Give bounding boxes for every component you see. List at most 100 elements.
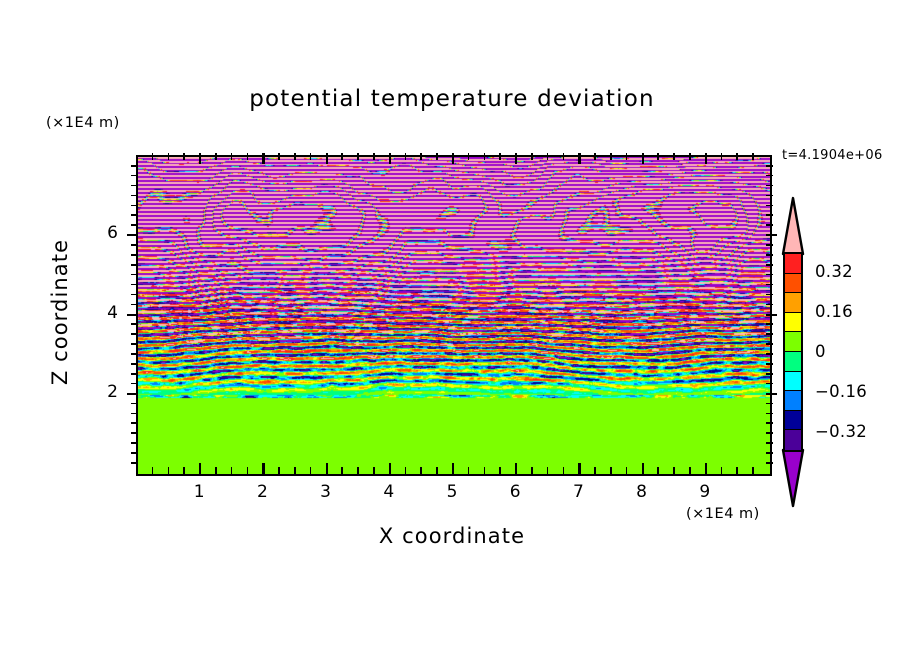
- z-tick: [131, 303, 138, 306]
- z-tick-right: [766, 184, 773, 187]
- x-tick-top: [704, 153, 707, 164]
- z-tick: [131, 263, 138, 266]
- x-tick-top: [262, 153, 265, 164]
- z-tick: [131, 372, 138, 375]
- x-tick-top: [294, 153, 296, 160]
- colorbar-band: [785, 410, 801, 431]
- x-tick-label: 3: [320, 482, 331, 502]
- z-tick-right: [766, 442, 773, 444]
- x-tick: [246, 467, 249, 474]
- x-tick-top: [404, 153, 407, 160]
- heatmap-plot-area: [136, 155, 772, 476]
- x-tick: [452, 463, 455, 474]
- x-tick: [704, 463, 707, 474]
- x-tick: [215, 467, 217, 474]
- x-tick-label: 9: [699, 482, 711, 502]
- colorbar-tick-label: −0.32: [815, 422, 868, 441]
- x-tick-top: [357, 153, 359, 160]
- x-tick: [420, 467, 422, 474]
- z-tick-right: [766, 164, 773, 167]
- z-tick-right: [766, 283, 773, 286]
- z-tick: [131, 194, 138, 197]
- colorbar-tick-label: 0.32: [815, 262, 853, 281]
- x-tick-top: [578, 153, 581, 164]
- z-tick-right: [766, 244, 773, 246]
- x-tick-top: [167, 153, 170, 160]
- x-tick: [610, 467, 612, 474]
- z-tick: [131, 422, 138, 425]
- x-tick-label: 5: [446, 482, 458, 502]
- colorbar-tick-label: 0.16: [815, 302, 853, 321]
- z-tick: [131, 283, 138, 286]
- x-tick: [720, 467, 723, 474]
- x-tick-top: [499, 153, 501, 160]
- z-tick: [131, 363, 138, 365]
- page-title: potential temperature deviation: [249, 86, 655, 112]
- x-tick: [436, 467, 438, 474]
- x-tick-top: [467, 153, 470, 160]
- z-tick-right: [766, 353, 773, 355]
- z-tick: [127, 234, 138, 237]
- x-tick-top: [309, 153, 312, 160]
- z-tick-label: 4: [107, 302, 118, 323]
- colorbar-band: [785, 430, 801, 450]
- colorbar: 0.32 0.16 0 −0.16 −0.32: [779, 196, 867, 508]
- colorbar-tick-label: 0: [815, 342, 826, 361]
- x-tick: [278, 467, 280, 474]
- z-tick-right: [766, 234, 777, 237]
- x-tick-top: [388, 153, 391, 164]
- z-tick-right: [766, 323, 773, 325]
- z-tick: [131, 174, 138, 177]
- x-tick: [341, 467, 343, 474]
- z-tick-right: [766, 363, 773, 365]
- z-tick-label: 6: [107, 223, 118, 244]
- x-tick-label: 7: [572, 482, 584, 502]
- x-tick-top: [625, 153, 628, 160]
- x-tick: [183, 467, 185, 474]
- x-tick: [657, 467, 659, 474]
- x-tick-top: [594, 153, 596, 160]
- x-tick-top: [689, 153, 691, 160]
- z-tick: [131, 462, 138, 464]
- x-tick: [499, 467, 501, 474]
- z-tick-right: [766, 254, 773, 256]
- z-tick-right: [766, 333, 773, 335]
- colorbar-band: [785, 312, 801, 333]
- x-tick-top: [531, 153, 533, 160]
- z-tick: [127, 392, 138, 395]
- x-tick-top: [452, 153, 455, 164]
- z-tick: [131, 402, 138, 405]
- x-tick-top: [341, 153, 343, 160]
- z-tick: [131, 323, 138, 325]
- x-tick-label: 8: [636, 482, 647, 502]
- x-tick-top: [673, 153, 675, 160]
- x-tick: [546, 467, 549, 474]
- x-axis-label: X coordinate: [378, 524, 526, 548]
- colorbar-band: [785, 332, 801, 352]
- z-tick: [131, 254, 138, 256]
- x-tick: [483, 467, 486, 474]
- z-tick-right: [766, 293, 773, 296]
- z-axis-unit: (×1E4 m): [46, 115, 120, 131]
- colorbar-bands: [783, 252, 803, 452]
- z-tick-right: [766, 263, 773, 266]
- x-tick-top: [483, 153, 486, 160]
- x-tick: [531, 467, 533, 474]
- x-tick-label: 4: [383, 482, 395, 502]
- x-tick-top: [215, 153, 217, 160]
- x-tick: [325, 463, 328, 474]
- x-tick: [467, 467, 470, 474]
- timestamp-annotation: t=4.1904e+06: [782, 148, 883, 163]
- x-tick-top: [151, 153, 154, 160]
- x-tick-top: [720, 153, 723, 160]
- z-tick: [131, 382, 138, 385]
- x-tick-label: 1: [193, 482, 205, 502]
- x-tick-top: [199, 153, 202, 164]
- z-tick: [131, 214, 138, 217]
- colorbar-band: [785, 351, 801, 372]
- z-tick: [131, 293, 138, 296]
- z-tick-right: [766, 224, 773, 226]
- x-tick-top: [373, 153, 375, 160]
- x-tick: [404, 467, 407, 474]
